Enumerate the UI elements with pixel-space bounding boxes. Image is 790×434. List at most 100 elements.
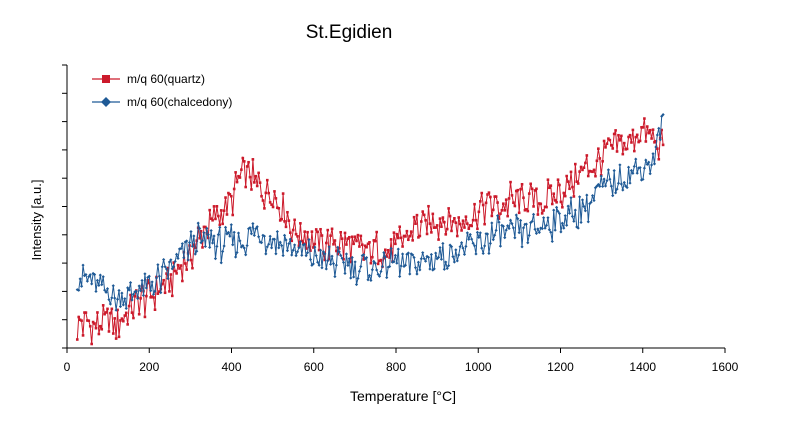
data-point [238, 176, 242, 179]
data-point [327, 245, 331, 249]
data-point [212, 205, 216, 208]
data-point [327, 257, 331, 261]
data-point [417, 236, 420, 239]
data-point [476, 227, 479, 231]
data-point [103, 312, 106, 316]
data-point [297, 246, 301, 250]
data-point [255, 184, 259, 188]
legend-label-quartz: m/q 60(quartz) [127, 72, 205, 86]
data-point [490, 221, 494, 225]
data-point [556, 178, 560, 182]
data-point [455, 234, 459, 238]
data-point [602, 139, 606, 143]
data-point [575, 180, 579, 183]
legend-entry-chalcedony: m/q 60(chalcedony) [92, 95, 232, 109]
data-point [408, 272, 412, 276]
data-point [499, 212, 502, 215]
data-point [403, 263, 408, 267]
data-point [557, 211, 562, 216]
data-point [438, 217, 442, 220]
legend-entry-quartz: m/q 60(quartz) [92, 72, 205, 86]
data-point [175, 272, 178, 275]
data-point [251, 158, 255, 161]
data-point [379, 269, 383, 274]
data-point [354, 282, 359, 287]
data-point [137, 284, 141, 288]
data-point [304, 247, 308, 250]
data-point [209, 217, 213, 220]
data-point [116, 308, 119, 312]
data-point [126, 286, 130, 290]
data-point [147, 274, 151, 278]
data-point [445, 227, 449, 231]
data-point [657, 157, 661, 161]
data-point [521, 226, 526, 230]
data-point [218, 225, 222, 229]
data-point [139, 297, 142, 300]
data-point [314, 253, 318, 258]
data-point [209, 228, 213, 233]
data-point [303, 230, 307, 233]
data-point [457, 216, 461, 219]
data-point [339, 253, 343, 258]
data-point [527, 233, 531, 238]
data-point [444, 260, 448, 264]
data-point [614, 191, 618, 195]
data-point [316, 230, 319, 234]
data-point [477, 210, 481, 214]
data-point [452, 260, 456, 264]
data-point [648, 128, 652, 132]
data-point [234, 255, 238, 259]
data-point [525, 208, 528, 211]
data-point [617, 133, 620, 137]
data-point [145, 294, 148, 298]
data-point [379, 258, 383, 262]
data-point [535, 187, 538, 191]
data-point [167, 260, 172, 264]
data-point [631, 128, 635, 132]
data-point [481, 251, 485, 256]
data-point [94, 326, 98, 330]
data-point [263, 207, 266, 210]
data-point [180, 242, 184, 246]
data-point [139, 289, 143, 293]
data-point [149, 289, 153, 293]
data-point [329, 262, 333, 266]
data-point [200, 239, 205, 243]
data-point [75, 338, 79, 341]
data-point [402, 234, 406, 238]
data-point [298, 240, 302, 244]
data-point [384, 248, 387, 252]
data-point [543, 226, 547, 230]
data-point [640, 126, 643, 129]
data-point [258, 181, 262, 184]
data-point [232, 230, 236, 234]
data-point [451, 220, 455, 223]
data-point [398, 225, 402, 229]
data-point [393, 253, 397, 258]
data-point [586, 220, 590, 224]
data-point [235, 180, 239, 184]
data-point [257, 171, 260, 175]
data-point [438, 245, 442, 250]
data-point [504, 228, 508, 232]
data-point [454, 221, 458, 225]
data-point [650, 137, 653, 140]
data-point [215, 205, 219, 208]
data-point [487, 251, 491, 255]
data-point [362, 258, 366, 261]
data-point [618, 163, 622, 167]
data-point [458, 245, 462, 249]
data-point [94, 289, 98, 294]
data-point [589, 200, 593, 204]
data-point [360, 243, 364, 247]
data-point [642, 166, 646, 170]
data-point [470, 224, 473, 228]
data-point [632, 164, 636, 169]
data-point [242, 246, 246, 250]
data-point [122, 319, 125, 323]
data-point [248, 226, 252, 230]
data-point [224, 196, 227, 199]
data-point [615, 150, 619, 153]
data-point [494, 195, 498, 198]
